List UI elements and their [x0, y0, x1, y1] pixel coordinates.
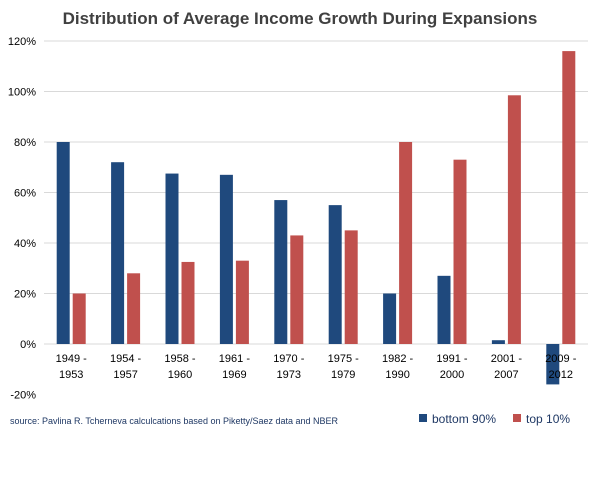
legend-label: top 10%: [526, 412, 570, 426]
x-tick-label: 1991 -: [436, 353, 468, 365]
y-tick-label: 60%: [14, 188, 36, 200]
bar-top-10: [235, 260, 249, 344]
grid: [44, 40, 588, 345]
y-tick-label: -20%: [10, 390, 36, 402]
bar-bottom-90: [274, 200, 288, 344]
legend: bottom 90% top 10%: [419, 412, 570, 426]
legend-swatch: [513, 414, 521, 422]
x-tick-label: 1961 -: [219, 353, 251, 365]
x-tick-label: 1960: [168, 369, 192, 381]
bar-top-10: [72, 293, 86, 344]
bars: [56, 51, 576, 385]
bar-top-10: [181, 261, 195, 344]
x-tick-label: 1969: [222, 369, 246, 381]
bar-top-10: [453, 159, 467, 344]
y-tick-label: 80%: [14, 137, 36, 149]
bar-bottom-90: [328, 205, 342, 344]
x-tick-label: 1975 -: [328, 353, 360, 365]
legend-swatch: [419, 414, 427, 422]
bar-bottom-90: [56, 142, 70, 344]
x-tick-label: 1949 -: [56, 353, 88, 365]
bar-top-10: [127, 273, 141, 344]
x-tick-label: 1957: [113, 369, 137, 381]
x-tick-label: 1970 -: [273, 353, 305, 365]
bar-bottom-90: [491, 340, 505, 344]
bar-top-10: [290, 235, 304, 344]
x-tick-label: 1954 -: [110, 353, 142, 365]
x-tick-label: 1973: [277, 369, 301, 381]
y-tick-label: 120%: [8, 36, 36, 48]
x-tick-label: 2009 -: [545, 353, 577, 365]
bar-bottom-90: [383, 293, 397, 344]
chart-title: Distribution of Average Income Growth Du…: [63, 9, 538, 28]
source-note: source: Pavlina R. Tcherneva calculcatio…: [10, 416, 339, 426]
x-tick-label: 1982 -: [382, 353, 414, 365]
bar-bottom-90: [437, 275, 451, 344]
y-tick-label: 0%: [20, 339, 36, 351]
bar-bottom-90: [111, 162, 125, 344]
x-tick-label: 1990: [385, 369, 409, 381]
bar-bottom-90: [546, 344, 560, 385]
bar-top-10: [399, 142, 413, 344]
y-axis: -20% 0% 20% 40% 60% 80% 100% 120%: [8, 36, 36, 402]
bar-top-10: [562, 51, 576, 344]
y-tick-label: 20%: [14, 289, 36, 301]
x-tick-label: 1958 -: [164, 353, 196, 365]
x-axis: 1949 - 1953 1954 - 1957 1958 - 1960 1961 - 1969…: [56, 353, 577, 381]
x-tick-label: 1953: [59, 369, 83, 381]
x-tick-label: 2012: [549, 369, 573, 381]
bar-top-10: [344, 230, 358, 344]
x-tick-label: 1979: [331, 369, 355, 381]
legend-label: bottom 90%: [432, 412, 496, 426]
x-tick-label: 2007: [494, 369, 518, 381]
x-tick-label: 2001 -: [491, 353, 523, 365]
x-tick-label: 2000: [440, 369, 464, 381]
y-tick-label: 40%: [14, 238, 36, 250]
bar-bottom-90: [165, 173, 179, 344]
y-tick-label: 100%: [8, 87, 36, 99]
bar-top-10: [507, 95, 521, 344]
bar-bottom-90: [219, 174, 233, 344]
